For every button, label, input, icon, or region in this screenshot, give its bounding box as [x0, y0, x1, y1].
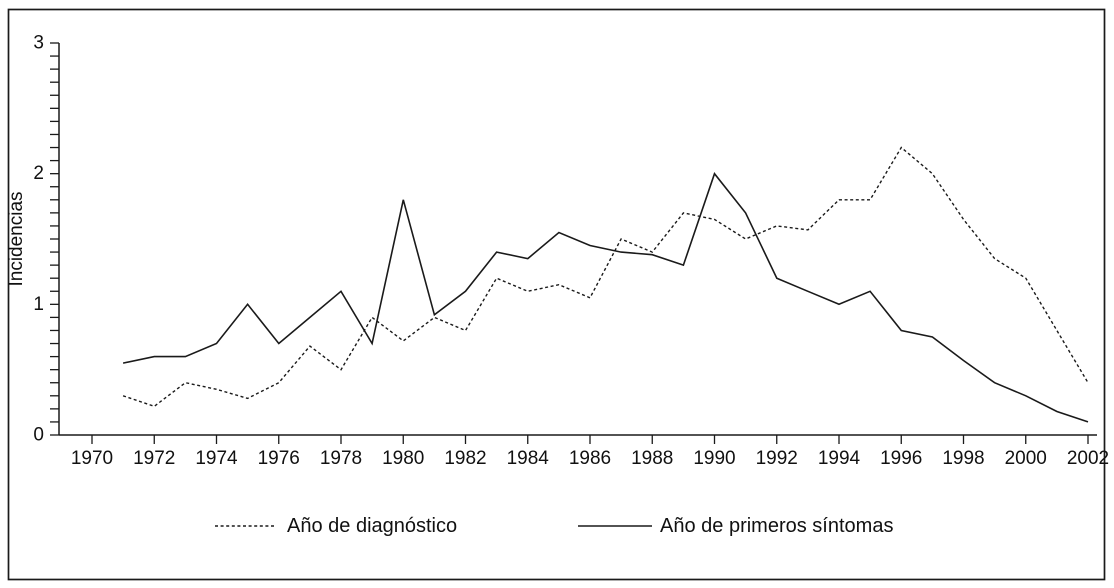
- x-tick-label: 1998: [942, 448, 984, 469]
- series-line-sintomas: [122, 172, 1089, 423]
- series-line-diagnostico: [122, 146, 1089, 408]
- x-tick-label: 1982: [444, 448, 486, 469]
- x-tick-label: 1978: [320, 448, 362, 469]
- legend-label: Año de primeros síntomas: [660, 515, 893, 537]
- y-tick-label: 2: [33, 163, 44, 184]
- x-tick-label: 1972: [133, 448, 175, 469]
- x-tick-label: 1996: [880, 448, 922, 469]
- x-tick-label: 1984: [507, 448, 550, 469]
- y-tick-label: 3: [33, 33, 44, 54]
- x-tick-label: 1994: [818, 448, 861, 469]
- x-tick-label: 1980: [382, 448, 424, 469]
- x-tick-label: 1974: [195, 448, 238, 469]
- x-tick-label: 1988: [631, 448, 673, 469]
- legend-label: Año de diagnóstico: [287, 515, 457, 537]
- x-tick-label: 1992: [756, 448, 798, 469]
- x-tick-label: 2002: [1067, 448, 1109, 469]
- y-tick-label: 0: [33, 425, 44, 446]
- y-tick-label: 1: [33, 294, 44, 315]
- x-tick-label: 1976: [258, 448, 300, 469]
- x-tick-label: 1970: [71, 448, 113, 469]
- x-tick-label: 2000: [1005, 448, 1047, 469]
- x-tick-label: 1990: [693, 448, 735, 469]
- frame-border: [7, 8, 1106, 581]
- y-axis-title: Incidencias: [6, 191, 27, 286]
- x-tick-label: 1986: [569, 448, 611, 469]
